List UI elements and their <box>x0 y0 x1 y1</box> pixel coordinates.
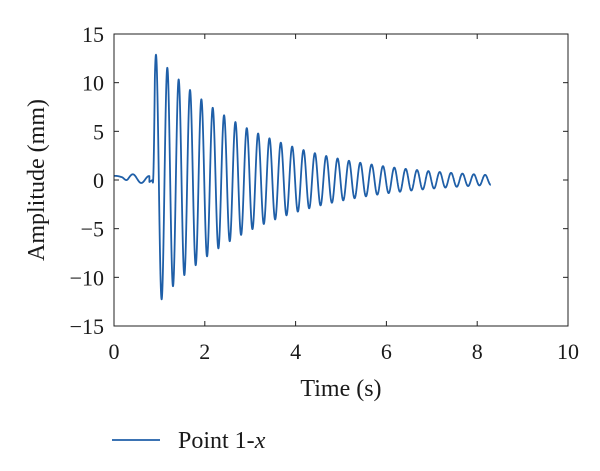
y-axis-label: Amplitude (mm) <box>24 99 50 261</box>
x-tick-label: 4 <box>290 339 301 364</box>
x-tick-label: 2 <box>199 339 210 364</box>
y-tick-label: 10 <box>82 71 104 96</box>
y-tick-label: 0 <box>93 168 104 193</box>
series-line-point-1-x <box>113 53 492 301</box>
y-tick-label: −10 <box>70 265 104 290</box>
legend-label-text: Point 1- <box>178 428 255 454</box>
legend-label: Point 1-x <box>178 428 266 454</box>
y-tick-label: −5 <box>81 217 104 242</box>
y-tick-label: 15 <box>82 22 104 47</box>
x-tick-label: 10 <box>557 339 579 364</box>
x-tick-label: 8 <box>472 339 483 364</box>
x-tick-label: 0 <box>109 339 120 364</box>
legend: Point 1-x <box>112 428 266 454</box>
y-axis-ticks: 15 10 5 0 −5 −10 −15 <box>70 22 568 339</box>
legend-label-variable: x <box>254 428 266 454</box>
y-tick-label: 5 <box>93 119 104 144</box>
x-axis-label: Time (s) <box>300 376 381 402</box>
y-tick-label: −15 <box>70 314 104 339</box>
plot-frame <box>113 33 569 327</box>
x-tick-label: 6 <box>381 339 392 364</box>
